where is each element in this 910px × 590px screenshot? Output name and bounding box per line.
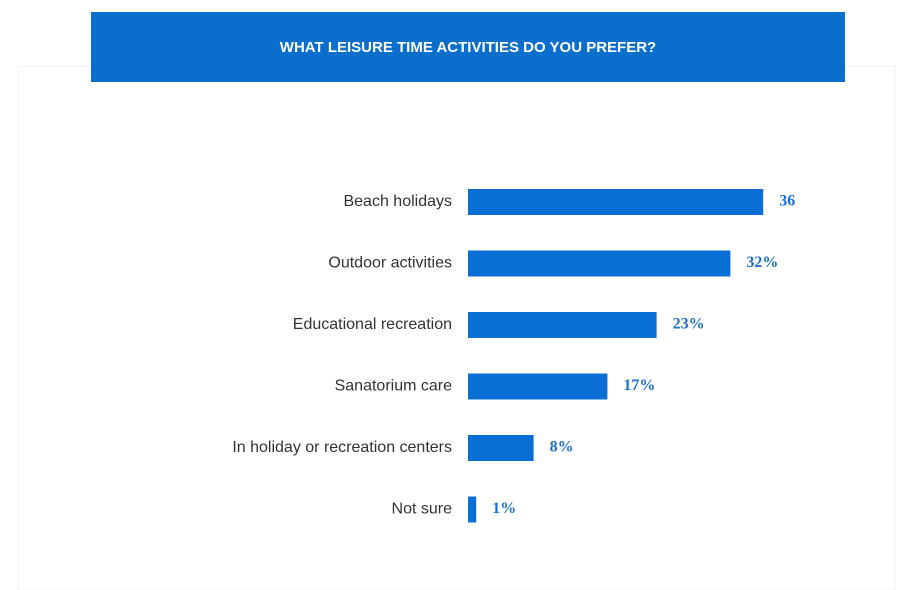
value-label: 32% (746, 254, 778, 271)
panel (17, 65, 896, 590)
category-label: In holiday or recreation centers (232, 439, 452, 456)
value-label: 8% (550, 439, 574, 456)
bar (468, 496, 477, 523)
value-label: 1% (492, 500, 516, 517)
bar (468, 250, 731, 277)
header (91, 12, 845, 82)
chart-title: WHAT LEISURE TIME ACTIVITIES DO YOU PREF… (280, 39, 656, 56)
category-label: Educational recreation (293, 316, 452, 333)
category-label: Beach holidays (343, 193, 452, 210)
category-label: Sanatorium care (335, 378, 452, 395)
category-label: Not sure (392, 501, 453, 518)
bar (468, 373, 608, 400)
value-label: 23% (673, 316, 705, 333)
category-label: Outdoor activities (328, 255, 452, 272)
value-label: 17% (623, 377, 655, 394)
bar (468, 189, 764, 215)
bar (468, 435, 534, 461)
bar (468, 312, 657, 338)
value-label: 36 (779, 193, 795, 210)
